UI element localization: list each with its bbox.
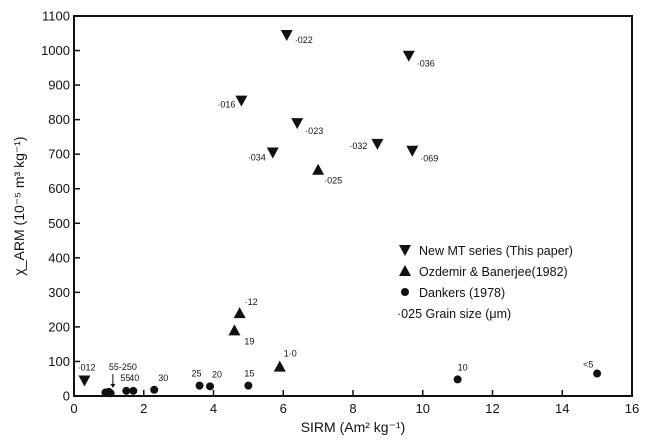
- data-points: ·012 ·016 ·022 ·023 ·034 ·032 ·036 ·069 19 ·12 ·02…: [77, 30, 602, 398]
- data-point-triangle-up: [233, 307, 246, 319]
- legend-marker-circle: [401, 288, 409, 296]
- x-tick-label: 8: [349, 401, 356, 416]
- legend-entry: Dankers (1978): [419, 286, 505, 300]
- data-point-circle: [122, 386, 131, 395]
- x-tick-label: 12: [485, 401, 499, 416]
- legend: New MT series (This paper) Ozdemir & Bane…: [397, 244, 573, 321]
- point-label: 10: [458, 362, 468, 372]
- data-point-circle: [453, 375, 462, 384]
- point-label: ·012: [77, 362, 95, 372]
- y-tick-label: 1100: [42, 9, 70, 24]
- y-axis-ticks: 0 100 200 300 400 500 600 700 800 900 1000 1100: [41, 9, 80, 404]
- point-label: 25: [192, 369, 202, 379]
- legend-entry: Ozdemir & Banerjee(1982): [419, 265, 568, 279]
- point-label: 1·0: [284, 349, 297, 359]
- data-point-circle: [129, 386, 138, 395]
- x-tick-label: 10: [416, 401, 430, 416]
- data-point-circle: [150, 385, 159, 394]
- y-tick-label: 300: [48, 285, 70, 300]
- data-point-circle: [244, 381, 253, 390]
- data-point-triangle-down: [371, 138, 384, 150]
- data-point-triangle-down: [406, 145, 419, 157]
- data-point-triangle-down: [291, 118, 304, 130]
- annotation-arrow-head: [110, 383, 116, 388]
- y-tick-label: 700: [48, 147, 70, 162]
- plot-frame: [73, 15, 633, 397]
- series-group: ·012 ·016 ·022 ·023 ·034 ·032 ·036 ·069: [77, 30, 438, 387]
- point-label: ·12: [245, 297, 258, 307]
- y-tick-label: 600: [48, 181, 70, 196]
- point-label: <5: [583, 360, 593, 370]
- point-label: ·023: [305, 126, 323, 136]
- x-axis-ticks: 0 2 4 6 8 10 12 14 16: [70, 390, 639, 416]
- data-point-triangle-down: [280, 30, 293, 41]
- x-tick-label: 2: [140, 401, 147, 416]
- y-tick-label: 1000: [41, 43, 70, 58]
- series-group: 19 ·12 ·025 1·0: [228, 163, 342, 372]
- y-tick-label: 500: [48, 216, 70, 231]
- data-point-circle: [106, 389, 115, 398]
- point-label: 20: [212, 369, 222, 379]
- point-label: 15: [244, 369, 254, 379]
- point-label: ·025: [324, 176, 342, 186]
- point-label: 55: [120, 373, 130, 383]
- y-axis-label: χ_ARM (10⁻⁵ m³ kg⁻¹): [11, 136, 27, 275]
- point-label: 30: [158, 373, 168, 383]
- point-label: ·069: [420, 154, 438, 164]
- point-label: ·032: [349, 141, 367, 151]
- point-label: ·034: [248, 152, 266, 162]
- point-label: 55-250: [109, 362, 137, 372]
- point-label: 19: [244, 336, 254, 346]
- data-point-triangle-down: [78, 375, 91, 387]
- y-tick-label: 400: [48, 250, 70, 265]
- legend-marker-triangle-down: [399, 245, 411, 256]
- legend-entry: New MT series (This paper): [419, 244, 573, 258]
- data-point-triangle-down: [266, 147, 279, 159]
- x-tick-label: 6: [280, 401, 287, 416]
- y-tick-label: 900: [48, 78, 70, 93]
- y-tick-label: 100: [48, 354, 70, 369]
- x-tick-label: 0: [70, 401, 77, 416]
- data-point-triangle-up: [228, 324, 241, 336]
- data-point-circle: [593, 369, 602, 378]
- point-label: 40: [129, 373, 139, 383]
- legend-marker-triangle-up: [399, 265, 411, 276]
- data-point-triangle-up: [273, 360, 286, 372]
- data-point-triangle-up: [312, 163, 325, 175]
- point-label: ·022: [295, 35, 313, 45]
- point-label: ·016: [217, 100, 235, 110]
- x-tick-label: 16: [625, 401, 639, 416]
- x-axis-label: SIRM (Am² kg⁻¹): [301, 419, 406, 435]
- y-tick-label: 0: [63, 389, 70, 404]
- legend-grain-size-note: ·025 Grain size (μm): [397, 307, 511, 321]
- data-point-triangle-down: [235, 95, 248, 107]
- y-tick-label: 200: [48, 319, 70, 334]
- data-point-triangle-down: [402, 50, 415, 62]
- y-tick-label: 800: [48, 112, 70, 127]
- data-point-circle: [195, 381, 204, 390]
- x-tick-label: 4: [210, 401, 217, 416]
- point-label: ·036: [417, 59, 435, 69]
- x-tick-label: 14: [555, 401, 569, 416]
- data-point-circle: [206, 382, 215, 391]
